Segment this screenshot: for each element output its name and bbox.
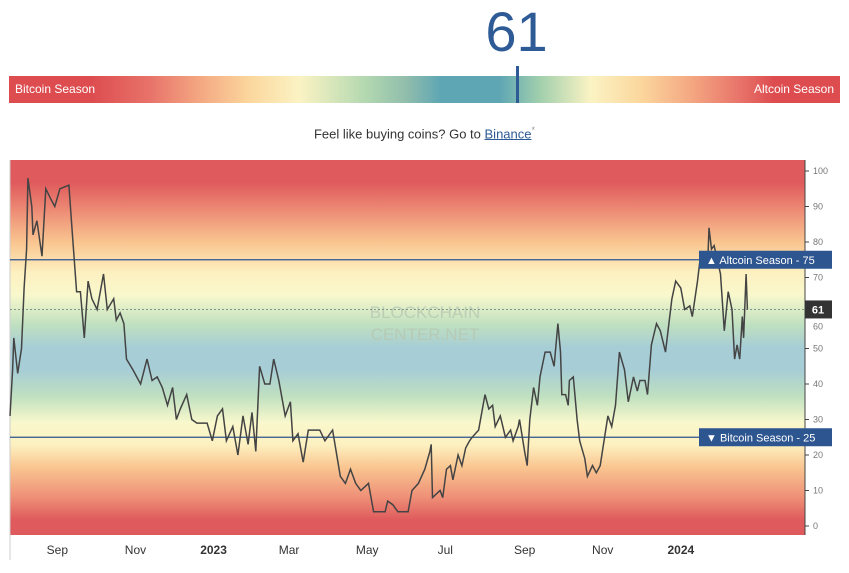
x-tick-label: Mar: [279, 543, 300, 557]
y-tick-label: 0: [813, 521, 818, 531]
y-tick-label: 50: [813, 344, 823, 354]
promo-text: Feel like buying coins? Go to Binance*: [0, 125, 849, 141]
promo-label: Feel like buying coins? Go to: [313, 126, 485, 142]
x-tick-label: 2023: [200, 543, 227, 557]
y-tick-label: 10: [813, 486, 823, 496]
current-index-value: 61: [485, 0, 548, 63]
gauge-left-label: Bitcoin Season: [15, 82, 96, 96]
gauge-marker: [515, 66, 519, 103]
y-tick-label: 70: [813, 273, 823, 283]
threshold-badge: [699, 428, 832, 447]
binance-link[interactable]: Binance: [484, 126, 532, 142]
threshold-badge-label: ▼ Bitcoin Season - 25: [706, 432, 815, 444]
x-tick-label: May: [356, 543, 379, 557]
chart-background-bands: [10, 160, 805, 535]
y-tick-label: 90: [813, 202, 823, 212]
current-value-badge-label: 61: [812, 304, 824, 316]
promo-asterisk: *: [531, 125, 536, 135]
x-tick-label: Jul: [438, 543, 453, 557]
x-tick-label: Nov: [125, 543, 146, 557]
gauge-right-label: Altcoin Season: [753, 82, 834, 96]
watermark-line-2: CENTER.NET: [371, 325, 480, 344]
x-tick-label: Nov: [592, 543, 613, 557]
current-value-badge: [805, 300, 832, 319]
threshold-badge-label: ▲ Altcoin Season - 75: [706, 255, 815, 267]
season-gauge-bar: Bitcoin Season Altcoin Season: [9, 66, 840, 103]
threshold-badge: [699, 250, 832, 269]
x-tick-label: Sep: [47, 543, 69, 557]
y-tick-label: 40: [813, 379, 823, 389]
index-series-line: [9, 177, 749, 513]
y-tick-label: 60: [813, 321, 823, 331]
y-tick-label: 20: [813, 450, 823, 460]
y-tick-label: 30: [813, 415, 823, 425]
watermark-line-1: BLOCKCHAIN: [370, 303, 481, 322]
x-tick-label: Sep: [514, 543, 536, 557]
y-tick-label: 80: [813, 237, 823, 247]
y-tick-label: 100: [813, 166, 828, 176]
x-tick-label: 2024: [667, 543, 694, 557]
